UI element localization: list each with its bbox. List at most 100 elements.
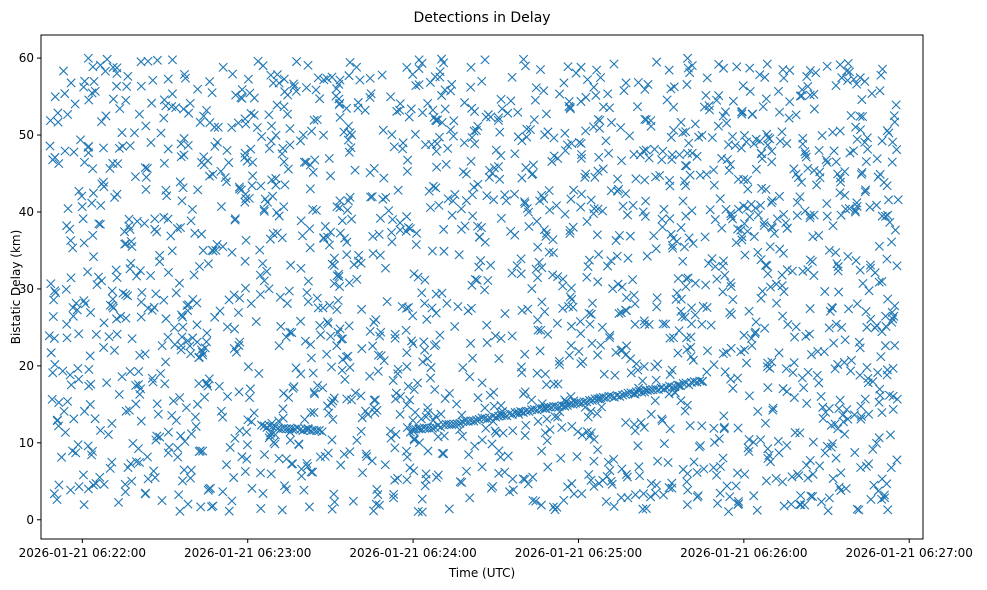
clutter-point	[466, 338, 476, 348]
clutter-point	[747, 340, 757, 351]
clutter-point	[828, 127, 838, 137]
clutter-point	[266, 469, 276, 479]
clutter-point	[560, 209, 570, 219]
clutter-point	[889, 311, 899, 321]
clutter-point	[566, 340, 576, 351]
clutter-point	[437, 448, 447, 459]
clutter-point	[304, 502, 314, 512]
clutter-point	[806, 491, 816, 501]
clutter-point	[589, 82, 599, 92]
clutter-point	[551, 201, 562, 211]
clutter-point	[306, 353, 317, 363]
clutter-point	[659, 439, 669, 449]
clutter-point	[583, 261, 593, 272]
clutter-point	[74, 482, 84, 492]
clutter-point	[703, 258, 714, 268]
clutter-point	[335, 196, 345, 206]
clutter-point	[418, 357, 428, 367]
clutter-point	[665, 181, 675, 191]
clutter-point	[886, 237, 897, 247]
clutter-point	[307, 126, 317, 136]
clutter-point	[565, 228, 575, 238]
clutter-point	[765, 134, 775, 144]
clutter-point	[297, 231, 308, 241]
clutter-point	[203, 381, 213, 391]
clutter-point	[184, 108, 194, 118]
clutter-point	[531, 264, 541, 274]
clutter-point	[745, 212, 755, 222]
clutter-point	[192, 337, 202, 347]
clutter-point	[586, 406, 596, 416]
clutter-point	[432, 139, 442, 149]
clutter-point	[790, 428, 800, 438]
clutter-point	[186, 465, 196, 475]
clutter-point	[196, 502, 206, 512]
clutter-point	[443, 194, 453, 204]
clutter-point	[474, 262, 484, 272]
clutter-point	[427, 303, 437, 313]
clutter-point	[262, 266, 272, 276]
clutter-point	[805, 255, 815, 265]
clutter-point	[559, 78, 569, 88]
clutter-point	[596, 402, 607, 412]
clutter-point	[432, 162, 442, 172]
clutter-point	[99, 182, 109, 192]
clutter-point	[805, 90, 815, 100]
clutter-point	[719, 424, 729, 434]
clutter-point	[687, 60, 697, 71]
clutter-point	[798, 139, 808, 149]
clutter-point	[699, 464, 709, 474]
clutter-point	[241, 235, 251, 245]
clutter-point	[427, 246, 437, 256]
clutter-point	[147, 373, 157, 383]
clutter-point	[798, 266, 808, 276]
clutter-point	[344, 321, 354, 331]
clutter-point	[103, 429, 113, 440]
clutter-point	[356, 304, 367, 314]
clutter-point	[111, 314, 122, 324]
clutter-point	[177, 332, 187, 342]
clutter-point	[161, 101, 171, 111]
clutter-point	[761, 94, 771, 104]
clutter-point	[216, 166, 226, 176]
clutter-point	[108, 294, 118, 304]
clutter-point	[134, 457, 145, 468]
clutter-point	[554, 359, 565, 370]
clutter-point	[657, 416, 667, 426]
clutter-point	[877, 494, 887, 504]
clutter-point	[846, 355, 857, 365]
clutter-point	[718, 349, 728, 359]
clutter-point	[589, 204, 599, 214]
clutter-point	[481, 423, 491, 433]
clutter-point	[606, 476, 616, 486]
clutter-point	[342, 237, 352, 247]
clutter-point	[646, 478, 657, 489]
clutter-point	[135, 266, 145, 276]
clutter-point	[802, 71, 812, 82]
clutter-point	[535, 196, 545, 206]
clutter-point	[589, 456, 599, 466]
clutter-point	[540, 307, 550, 317]
clutter-point	[581, 126, 591, 136]
clutter-point	[680, 312, 690, 322]
x-tick-label: 2026-01-21 06:25:00	[515, 546, 642, 560]
clutter-point	[792, 469, 803, 479]
clutter-point	[616, 345, 626, 355]
clutter-point	[356, 426, 366, 436]
clutter-point	[357, 413, 367, 423]
clutter-point	[533, 273, 543, 283]
clutter-point	[880, 211, 891, 221]
clutter-point	[779, 501, 789, 511]
clutter-point	[513, 107, 523, 117]
clutter-point	[756, 148, 766, 159]
clutter-point	[587, 298, 598, 308]
clutter-point	[484, 172, 494, 182]
clutter-point	[528, 495, 538, 506]
clutter-point	[380, 263, 391, 273]
clutter-point	[833, 424, 843, 434]
clutter-point	[840, 167, 850, 177]
clutter-point	[423, 446, 433, 456]
clutter-point	[356, 391, 366, 401]
clutter-point	[837, 73, 847, 83]
clutter-point	[68, 243, 78, 253]
